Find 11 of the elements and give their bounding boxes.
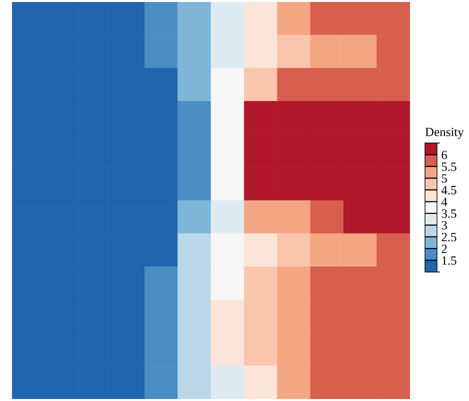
color-bar-title: Density — [425, 128, 464, 139]
color-bar-label: 5 — [442, 174, 447, 183]
color-bar-label: 3.5 — [442, 209, 456, 218]
color-bar-label: 2.5 — [442, 232, 456, 242]
color-bar-label: 4.5 — [441, 186, 456, 194]
color-bar-label: 4 — [441, 198, 448, 206]
color-bar-label: 3 — [442, 221, 447, 230]
color-bar-label: 2 — [442, 244, 447, 253]
color-bar-label: 1.5 — [442, 256, 456, 265]
color-bar-label: 6 — [442, 150, 448, 160]
color-bar-label: 5.5 — [442, 162, 456, 171]
